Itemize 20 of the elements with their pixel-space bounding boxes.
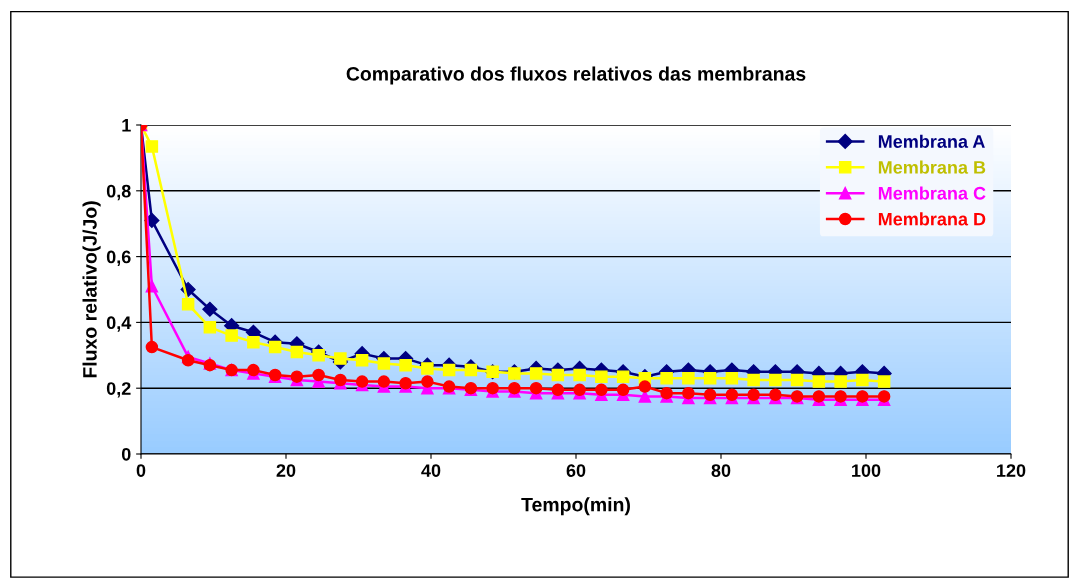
x-tick-label: 120 [997, 464, 1026, 477]
x-tick-label: 20 [276, 464, 296, 477]
chart-title: Comparativo dos fluxos relativos das membranas [346, 66, 806, 85]
legend-label: Membrana B [878, 160, 986, 174]
x-tick-label: 80 [711, 464, 731, 477]
y-tick-label: 0 [121, 447, 131, 461]
x-tick-label: 100 [852, 464, 881, 477]
x-tick-label: 60 [566, 464, 586, 477]
legend-label: Membrana A [878, 134, 985, 148]
legend-label: Membrana D [878, 212, 986, 226]
x-axis-title: Tempo(min) [521, 497, 630, 516]
y-tick-label: 0,6 [106, 250, 131, 266]
y-tick-label: 1 [122, 119, 131, 132]
y-tick-label: 0,8 [106, 184, 131, 201]
y-tick-label: 0,2 [106, 382, 131, 398]
x-tick-label: 40 [421, 464, 441, 477]
y-axis-title: Fluxo relativo(J/Jo) [82, 201, 101, 378]
x-tick-label: 0 [136, 464, 146, 477]
legend-label: Membrana C [878, 186, 986, 200]
y-tick-label: 0,4 [106, 316, 132, 332]
